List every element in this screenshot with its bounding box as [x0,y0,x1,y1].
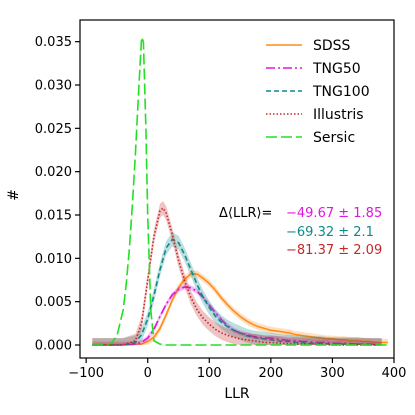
llr-annotation: Δ⟨LLR⟩= −49.67 ± 1.85 −69.32 ± 2.1 −81.3… [219,206,382,258]
band-tng50 [92,284,382,345]
y-axis-label: # [6,189,22,201]
annotation-value-illustris: −81.37 ± 2.09 [286,243,382,258]
legend-label: Sersic [313,130,355,146]
x-tick-label: 200 [258,366,283,381]
y-tick-label: 0.030 [35,79,72,94]
legend-entry-sersic: Sersic [266,130,355,146]
annotation-label: Δ⟨LLR⟩= [219,206,272,221]
axes: −100 0 100 200 300 400 0.000 0.005 0.010 0.015 0.0… [35,19,407,381]
y-tick-label: 0.025 [35,122,72,137]
legend-entry-illustris: Illustris [266,107,364,123]
legend-entry-tng50: TNG50 [266,61,361,77]
band-sdss [92,270,388,345]
x-tick-label: 100 [197,366,222,381]
band-illustris [92,201,382,345]
annotation-value-tng50: −49.67 ± 1.85 [286,206,382,221]
x-tick-label: 400 [382,366,407,381]
x-tick-label: 300 [320,366,345,381]
x-tick-label: −100 [68,366,104,381]
legend-entry-sdss: SDSS [266,38,351,54]
legend: SDSS TNG50 TNG100 Illustris Sersic [266,38,370,146]
series-line-tng50 [92,286,382,346]
y-tick-label: 0.020 [35,165,72,180]
annotation-value-tng100: −69.32 ± 2.1 [286,225,374,240]
legend-label: TNG50 [312,61,361,77]
plot-frame [79,19,395,359]
series-line-sdss [92,273,388,346]
y-tick-label: 0.015 [35,209,72,224]
legend-label: Illustris [313,107,364,123]
y-tick-label: 0.000 [35,339,72,354]
y-tick-label: 0.005 [35,295,72,310]
x-axis-label: LLR [224,386,250,402]
series-line-sersic [92,36,388,346]
legend-entry-tng100: TNG100 [266,84,370,100]
series-line-illustris [92,206,382,346]
y-tick-label: 0.010 [35,252,72,267]
x-tick-label: 0 [144,366,152,381]
legend-label: TNG100 [312,84,370,100]
y-tick-label: 0.035 [35,35,72,50]
series-line-tng100 [92,238,382,346]
plot-area [92,36,388,346]
legend-label: SDSS [313,38,351,54]
